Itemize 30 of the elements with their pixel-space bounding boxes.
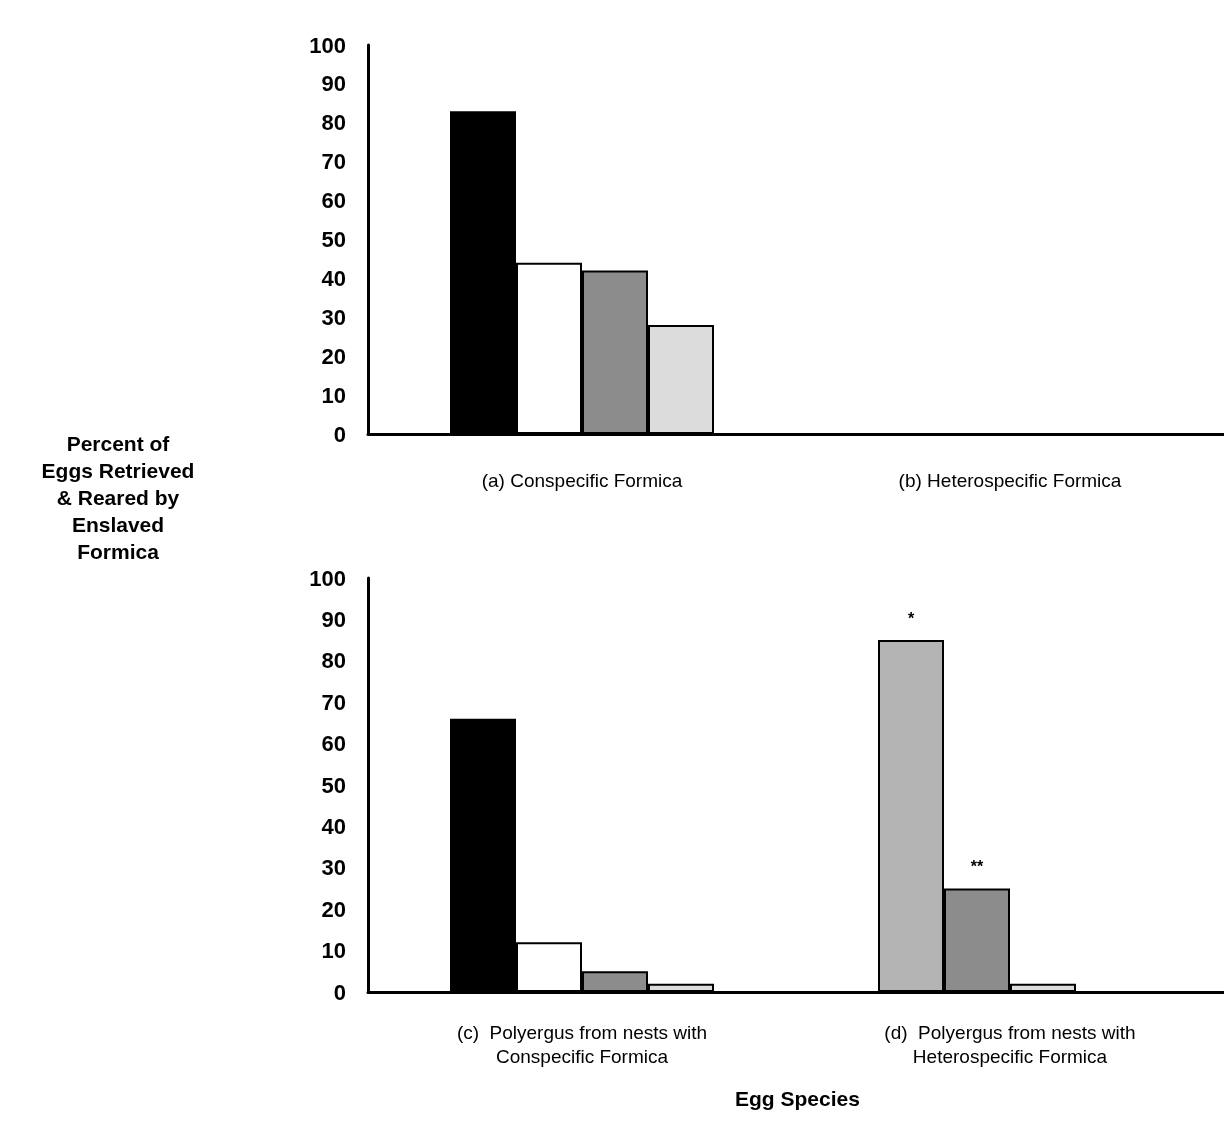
y-tick-label: 50 xyxy=(321,227,346,252)
y-tick-label: 20 xyxy=(321,343,346,369)
y-tick-label: 30 xyxy=(321,855,346,881)
y-tick-label: 80 xyxy=(321,110,346,136)
y-tick-label: 100 xyxy=(309,32,346,58)
y-axis-title: Percent of Eggs Retrieved & Reared by Enslaved Formica xyxy=(41,432,195,563)
y-tick-label: 100 xyxy=(309,565,346,591)
y-tick-label: 30 xyxy=(321,304,346,330)
data-label: * xyxy=(907,609,915,627)
y-tick-label: 20 xyxy=(321,896,346,922)
x-tick-label: (b) Heterospecific Formica xyxy=(898,469,1122,491)
y-tick-label: 60 xyxy=(321,731,346,757)
y-tick-label: 40 xyxy=(321,265,346,291)
y-tick-label: 0 xyxy=(333,421,346,447)
y-tick-label: 50 xyxy=(321,772,346,798)
y-tick-label: 70 xyxy=(321,689,346,715)
y-tick-label: 10 xyxy=(321,938,346,964)
y-tick-label: 70 xyxy=(321,149,346,175)
y-tick-label: 80 xyxy=(321,648,346,674)
y-tick-label: 0 xyxy=(333,979,346,1005)
y-tick-label: 40 xyxy=(321,813,346,839)
x-axis-title: Egg Species xyxy=(735,1087,860,1110)
y-tick-label: 90 xyxy=(321,71,346,97)
x-tick-label: (c) Polyergus from nests with Conspecific Formica xyxy=(456,1021,708,1067)
x-tick-label: (a) Conspecific Formica xyxy=(481,469,683,491)
y-tick-label: 90 xyxy=(321,606,346,632)
x-tick-label: (d) Polyergus from nests with Heterospecific Formica xyxy=(884,1021,1136,1067)
y-tick-label: 60 xyxy=(321,188,346,214)
data-label: ** xyxy=(970,858,984,875)
y-tick-label: 10 xyxy=(321,382,346,408)
